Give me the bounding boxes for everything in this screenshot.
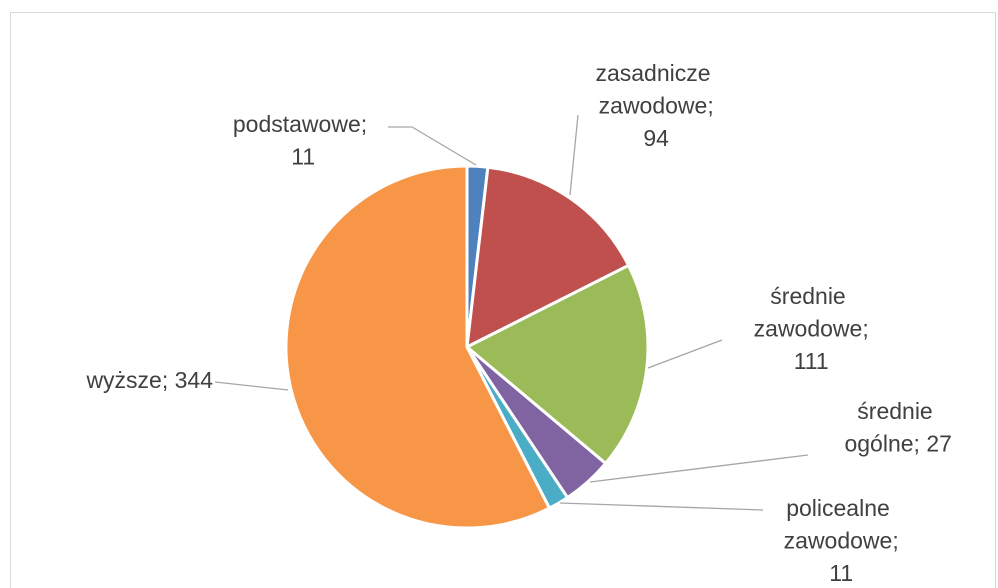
pie-slice (464, 263, 650, 466)
data-label: wyższe; 344 (85, 367, 213, 393)
pie-slice (465, 165, 631, 350)
data-label: średnie zawodowe; 111 (747, 283, 868, 374)
data-label: średnie ogólne; 27 (838, 398, 952, 457)
leader-line (647, 339, 723, 369)
pie-slice (284, 164, 552, 530)
leader-line (388, 126, 477, 166)
leader-line (589, 454, 809, 483)
leader-line (559, 502, 764, 511)
data-label: podstawowe; 11 (233, 111, 367, 170)
leader-line (214, 381, 289, 391)
data-label: policealne zawodowe; 11 (777, 495, 898, 586)
leader-line (569, 114, 579, 196)
data-label: zasadnicze zawodowe; 94 (592, 60, 713, 151)
